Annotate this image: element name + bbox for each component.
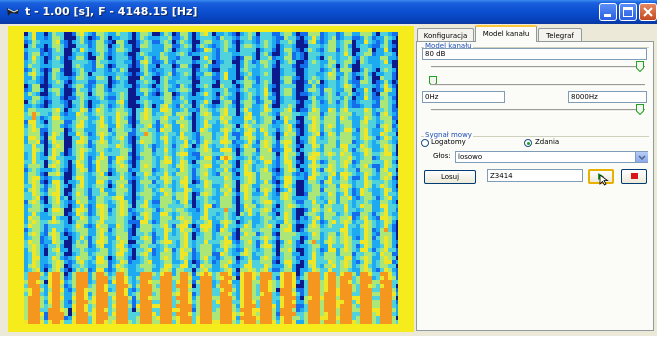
- voice-select-value: losowo: [458, 153, 483, 161]
- radio-zdania-label[interactable]: Zdania: [535, 138, 560, 146]
- status-bar: [0, 336, 657, 345]
- title-bar[interactable]: t - 1.00 [s], F - 4148.15 [Hz]: [0, 0, 657, 24]
- tab-telegraf[interactable]: Telegraf: [538, 28, 582, 42]
- spectrogram-panel: [8, 26, 414, 332]
- minimize-button[interactable]: [599, 3, 617, 21]
- high-freq-field[interactable]: 8000Hz: [568, 91, 647, 103]
- spectrogram[interactable]: [24, 32, 398, 324]
- radio-logatomy[interactable]: [421, 139, 429, 147]
- close-icon: [643, 7, 653, 17]
- voice-select-toggle[interactable]: [635, 152, 648, 162]
- cursor-icon: [599, 174, 609, 186]
- app-icon: [7, 8, 19, 16]
- window-title: t - 1.00 [s], F - 4148.15 [Hz]: [25, 5, 198, 18]
- spectrogram-cells: [24, 32, 398, 324]
- level-slider-track[interactable]: [431, 66, 645, 69]
- play-button[interactable]: [588, 169, 614, 186]
- stop-button[interactable]: [621, 169, 647, 184]
- chevron-down-icon: [638, 155, 646, 161]
- voice-select[interactable]: losowo: [455, 151, 648, 163]
- high-freq-slider-thumb[interactable]: [636, 104, 644, 115]
- radio-logatomy-label[interactable]: Logatomy: [431, 138, 466, 146]
- group-divider: [421, 136, 649, 137]
- draw-button[interactable]: Losuj: [424, 170, 476, 184]
- low-freq-slider-track[interactable]: [431, 84, 645, 87]
- speech-signal-group-title: Sygnał mowy: [424, 131, 473, 139]
- sentence-id-field[interactable]: Z3414: [487, 169, 583, 182]
- group-divider: [421, 47, 649, 48]
- level-field[interactable]: 80 dB: [422, 48, 647, 60]
- radio-zdania[interactable]: [524, 139, 532, 147]
- control-panel: Konfiguracja Telegraf Model kanału 80 dB…: [414, 24, 657, 336]
- minimize-icon: [604, 14, 611, 17]
- high-freq-slider-track[interactable]: [431, 109, 645, 112]
- voice-label: Głos:: [433, 152, 451, 160]
- tab-konfiguracja[interactable]: Konfiguracja: [417, 28, 474, 42]
- tab-model-kanalu[interactable]: Model kanału: [475, 25, 537, 42]
- low-freq-field[interactable]: 0Hz: [422, 91, 505, 103]
- maximize-button[interactable]: [619, 3, 637, 21]
- app-window: t - 1.00 [s], F - 4148.15 [Hz] Konfigura…: [0, 0, 657, 336]
- channel-model-group-title: Model kanału: [424, 42, 473, 50]
- level-slider-thumb[interactable]: [636, 61, 644, 72]
- maximize-icon: [623, 7, 633, 17]
- close-button[interactable]: [639, 3, 657, 21]
- stop-icon: [631, 173, 638, 179]
- tab-page-model-kanalu: Model kanału 80 dB 0Hz 8000Hz Sygnał mow…: [416, 41, 654, 331]
